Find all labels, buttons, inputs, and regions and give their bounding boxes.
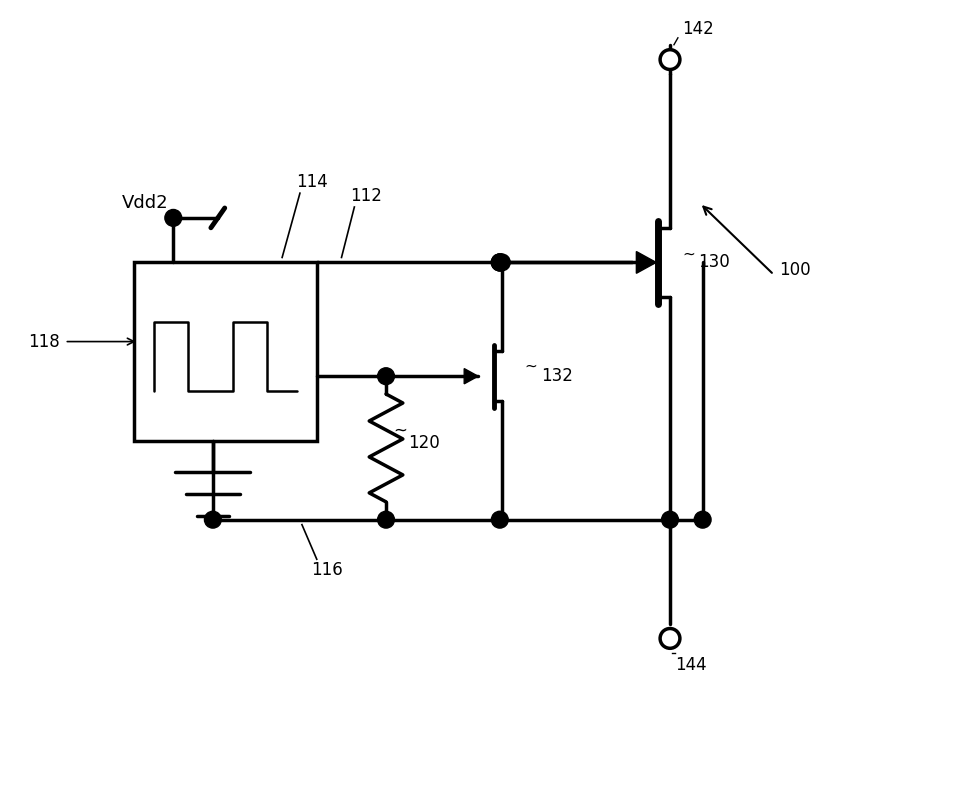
Circle shape	[377, 368, 395, 384]
Text: 116: 116	[311, 562, 343, 579]
Circle shape	[377, 511, 395, 528]
Text: 100: 100	[779, 261, 811, 279]
Circle shape	[491, 254, 509, 271]
Circle shape	[205, 511, 221, 528]
Circle shape	[660, 50, 680, 70]
Polygon shape	[464, 369, 478, 384]
Text: 132: 132	[541, 367, 573, 385]
Circle shape	[662, 511, 678, 528]
Text: 118: 118	[28, 332, 60, 350]
Text: ~: ~	[393, 421, 407, 439]
Circle shape	[493, 254, 510, 271]
Circle shape	[165, 210, 181, 226]
Text: 130: 130	[698, 253, 730, 271]
Bar	[134, 263, 317, 441]
Text: 120: 120	[408, 434, 439, 452]
Text: 144: 144	[675, 657, 706, 674]
Text: 112: 112	[350, 187, 382, 205]
Circle shape	[491, 511, 509, 528]
Polygon shape	[636, 252, 656, 274]
Text: 114: 114	[296, 173, 328, 191]
Text: Vdd2: Vdd2	[122, 194, 168, 212]
Text: 142: 142	[682, 20, 714, 38]
Text: ~: ~	[525, 359, 538, 374]
Text: ~: ~	[682, 247, 695, 262]
Circle shape	[660, 629, 680, 649]
Circle shape	[491, 254, 509, 271]
Circle shape	[491, 254, 509, 271]
Circle shape	[694, 511, 711, 528]
